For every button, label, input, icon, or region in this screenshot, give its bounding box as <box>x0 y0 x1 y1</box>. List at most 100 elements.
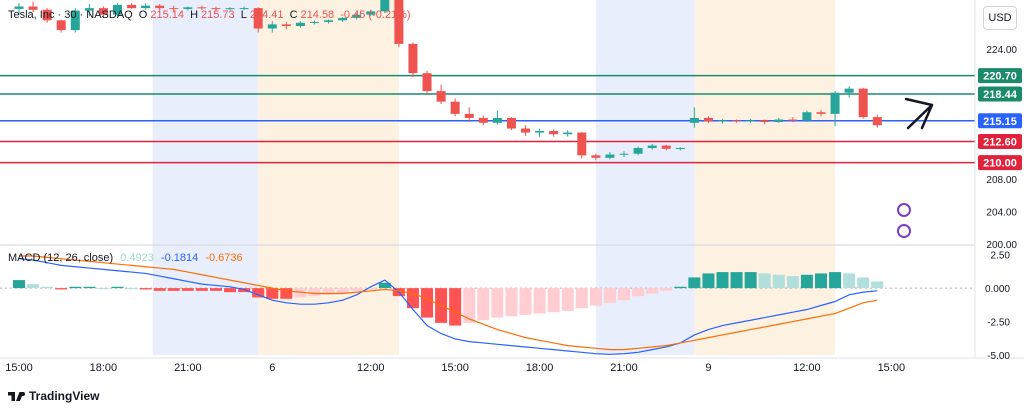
level-label: 212.60 <box>983 137 1017 149</box>
price-tick-label: 200.00 <box>986 240 1017 251</box>
macd-histogram-bar <box>378 282 391 289</box>
macd-histogram-bar <box>336 288 349 294</box>
macd-histogram-bar <box>688 277 701 289</box>
candle-body <box>155 5 165 9</box>
symbol-header: Tesla, Inc · 30 · NASDAQ O 215.14 H 215.73… <box>8 9 414 21</box>
macd-histogram-bar <box>603 288 616 303</box>
level-label: 215.15 <box>983 116 1017 128</box>
macd-histogram-bar <box>871 281 884 289</box>
candle-body <box>732 120 742 122</box>
candle-body <box>281 24 291 27</box>
candle-body <box>746 120 756 122</box>
macd-histogram-bar <box>772 274 785 289</box>
candle-body <box>577 132 587 156</box>
time-tick-label: 21:00 <box>610 362 638 374</box>
currency-button[interactable]: USD <box>983 6 1017 30</box>
candle-body <box>211 8 221 10</box>
candle-body <box>506 117 516 129</box>
drawn-arrow[interactable] <box>904 97 934 130</box>
macd-tick-label: -5.00 <box>987 351 1010 362</box>
macd-histogram-bar <box>449 288 462 326</box>
level-label-box <box>978 155 1022 171</box>
macd-histogram-bar <box>632 288 645 297</box>
price-tick-label: 208.00 <box>986 175 1017 186</box>
macd-histogram-bar <box>758 273 771 289</box>
macd-histogram-bar <box>561 288 574 311</box>
candle-body <box>872 117 882 126</box>
macd-histogram-bar <box>111 286 124 289</box>
macd-histogram-bar <box>139 288 152 290</box>
candle-body <box>844 88 854 93</box>
high-label: H <box>190 9 199 21</box>
macd-histogram-bar <box>702 273 715 289</box>
macd-tick-label: -2.50 <box>987 318 1010 329</box>
macd-histogram-bar <box>97 288 110 290</box>
candle-body <box>70 10 80 31</box>
candle-body <box>253 8 263 29</box>
candle-body <box>380 0 390 12</box>
macd-histogram-bar <box>153 288 166 291</box>
macd-histogram-bar <box>660 288 673 291</box>
tradingview-brand[interactable]: TradingView <box>8 389 99 403</box>
candle-body <box>633 148 643 154</box>
candle-body <box>563 132 573 135</box>
time-tick-label: 12:00 <box>793 362 821 374</box>
macd-histogram-bar <box>308 288 321 297</box>
macd-hist-value: 0.4923 <box>120 252 154 264</box>
time-tick-label: 12:00 <box>357 362 385 374</box>
candle-body <box>521 128 531 133</box>
candle-body <box>84 8 94 11</box>
candle-body <box>605 154 615 158</box>
candle-body <box>464 113 474 118</box>
macd-histogram-bar <box>533 288 546 314</box>
macd-histogram-bar <box>27 284 40 289</box>
candle-body <box>42 9 52 21</box>
candle-body <box>760 120 770 122</box>
symbol-name: Tesla, Inc · 30 · NASDAQ <box>8 9 133 21</box>
candle-body <box>492 117 502 123</box>
level-label: 218.44 <box>983 89 1018 101</box>
candle-body <box>802 112 812 121</box>
close-value: 214.58 <box>300 9 335 21</box>
open-value: 215.14 <box>150 9 184 21</box>
candle-body <box>112 4 122 15</box>
candle-body <box>774 119 784 122</box>
macd-histogram-bar <box>364 288 377 290</box>
candle-body <box>450 101 460 114</box>
candle-body <box>394 0 404 44</box>
macd-histogram-bar <box>589 288 602 306</box>
candle-body <box>788 119 798 121</box>
price-tick-label: 204.00 <box>986 207 1017 218</box>
macd-histogram-bar <box>491 288 504 318</box>
candle-body <box>718 120 727 122</box>
macd-histogram-bar <box>83 286 96 289</box>
candle-body <box>338 17 348 21</box>
sparkle-icon[interactable] <box>897 224 911 238</box>
level-label-box <box>978 134 1022 150</box>
candle-body <box>535 130 545 133</box>
candle-body <box>127 4 137 9</box>
candle-body <box>591 155 601 158</box>
level-label: 210.00 <box>983 158 1017 170</box>
macd-histogram-bar <box>41 286 54 289</box>
macd-histogram-bar <box>575 288 588 309</box>
macd-histogram-bar <box>322 288 335 295</box>
macd-histogram-bar <box>294 288 307 298</box>
candle-body <box>14 6 24 9</box>
macd-histogram-bar <box>13 280 25 289</box>
macd-histogram-bar <box>167 288 180 291</box>
tradingview-logo-icon <box>8 392 25 402</box>
candle-body <box>858 88 868 118</box>
macd-histogram-bar <box>280 288 293 299</box>
time-tick-label: 21:00 <box>174 362 202 374</box>
macd-histogram-bar <box>618 288 631 301</box>
macd-histogram-bar <box>209 288 222 291</box>
macd-histogram-bar <box>730 272 743 289</box>
macd-histogram-bar <box>266 288 279 299</box>
alert-icon[interactable] <box>897 203 911 217</box>
candles <box>14 0 882 161</box>
macd-histogram-bar <box>547 288 560 313</box>
macd-histogram-bar <box>350 288 363 291</box>
candle-body <box>408 43 418 74</box>
